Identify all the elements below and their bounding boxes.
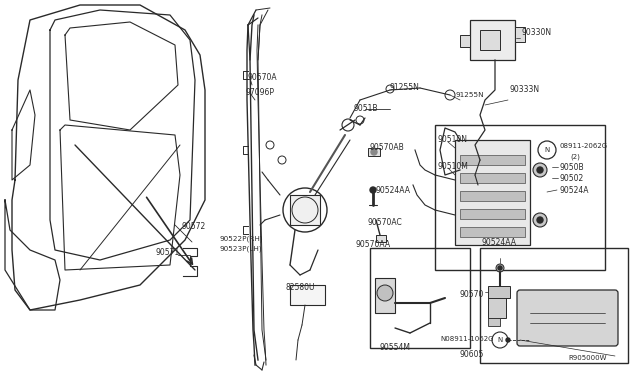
Bar <box>480 248 628 363</box>
Text: 9050B: 9050B <box>560 163 584 172</box>
Circle shape <box>533 213 547 227</box>
Text: 91255N: 91255N <box>455 92 484 98</box>
Bar <box>435 125 605 270</box>
Text: R905000W: R905000W <box>568 355 607 361</box>
Text: 90523P(LH): 90523P(LH) <box>220 246 262 253</box>
Bar <box>375 278 395 313</box>
Text: 97096P: 97096P <box>245 88 274 97</box>
Bar <box>290 195 320 225</box>
Bar <box>460 173 525 183</box>
Bar <box>470 20 515 60</box>
Text: N08911-1062G: N08911-1062G <box>440 336 493 342</box>
Bar <box>455 140 530 245</box>
Text: 90502: 90502 <box>560 174 584 183</box>
Text: 08911-2062G: 08911-2062G <box>560 143 608 149</box>
Text: 82580U: 82580U <box>285 283 314 292</box>
Bar <box>376 235 386 242</box>
Text: 90572: 90572 <box>182 222 206 231</box>
Circle shape <box>537 167 543 173</box>
Circle shape <box>537 217 543 223</box>
Bar <box>460 35 470 47</box>
Text: 90510N: 90510N <box>437 135 467 144</box>
Circle shape <box>496 264 504 272</box>
Text: 90333N: 90333N <box>510 85 540 94</box>
Circle shape <box>370 187 376 193</box>
Bar <box>488 286 510 298</box>
Bar <box>488 296 506 318</box>
Text: 90605: 90605 <box>460 350 484 359</box>
Text: 90330N: 90330N <box>522 28 552 37</box>
Circle shape <box>498 266 502 270</box>
Text: 90510M: 90510M <box>437 162 468 171</box>
Bar <box>480 30 500 50</box>
Bar <box>368 148 380 156</box>
Text: 90570AC: 90570AC <box>368 218 403 227</box>
Bar <box>370 248 470 348</box>
Bar <box>290 285 325 305</box>
Text: 90571: 90571 <box>155 248 179 257</box>
Text: 90554M: 90554M <box>380 343 411 352</box>
Circle shape <box>506 338 510 342</box>
Text: N: N <box>497 337 502 343</box>
Bar <box>460 209 525 219</box>
FancyBboxPatch shape <box>517 290 618 346</box>
Bar <box>488 318 500 326</box>
Text: 90524AA: 90524AA <box>375 186 410 195</box>
Text: 90570: 90570 <box>460 290 484 299</box>
Text: (2): (2) <box>570 154 580 160</box>
Text: N: N <box>545 147 550 153</box>
Bar <box>460 191 525 201</box>
Text: 90570A: 90570A <box>248 73 278 82</box>
Bar <box>460 155 525 165</box>
Circle shape <box>377 285 393 301</box>
Text: 9051B: 9051B <box>353 104 378 113</box>
Circle shape <box>533 163 547 177</box>
Bar <box>460 227 525 237</box>
Bar <box>515 27 525 42</box>
Text: 91255N: 91255N <box>390 83 420 92</box>
Circle shape <box>371 149 377 155</box>
Text: 90524A: 90524A <box>560 186 589 195</box>
Text: 90524AA: 90524AA <box>482 238 517 247</box>
Text: 90570AB: 90570AB <box>370 143 404 152</box>
Text: 90570AA: 90570AA <box>355 240 390 249</box>
Text: 90522P(RH): 90522P(RH) <box>220 235 264 241</box>
